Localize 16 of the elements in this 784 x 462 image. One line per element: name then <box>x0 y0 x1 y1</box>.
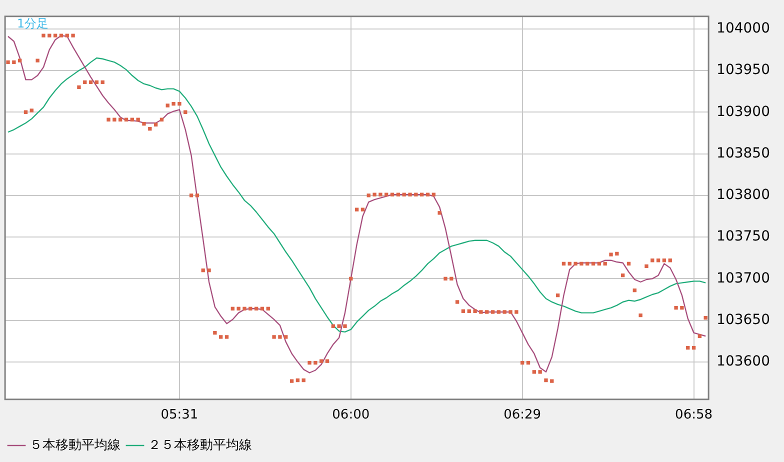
y-tick-label: 103600 <box>716 354 770 370</box>
y-tick-label: 103950 <box>716 62 770 78</box>
y-tick-label: 103850 <box>716 145 770 162</box>
x-tick-label: 05:31 <box>160 408 198 423</box>
x-tick-label: 06:00 <box>332 408 370 423</box>
legend-label: ５本移動平均線 <box>30 438 120 453</box>
y-tick-label: 104000 <box>716 20 770 37</box>
y-tick-label: 103800 <box>716 187 770 204</box>
y-tick-label: 103750 <box>716 228 770 245</box>
x-tick-label: 06:58 <box>675 408 713 423</box>
y-tick-label: 103700 <box>716 270 770 286</box>
y-tick-label: 103900 <box>716 104 770 120</box>
y-tick-label: 103650 <box>716 312 770 328</box>
annotation: 1分足 <box>17 16 49 31</box>
x-tick-label: 06:29 <box>504 408 542 423</box>
legend-label: ２５本移動平均線 <box>148 438 252 453</box>
